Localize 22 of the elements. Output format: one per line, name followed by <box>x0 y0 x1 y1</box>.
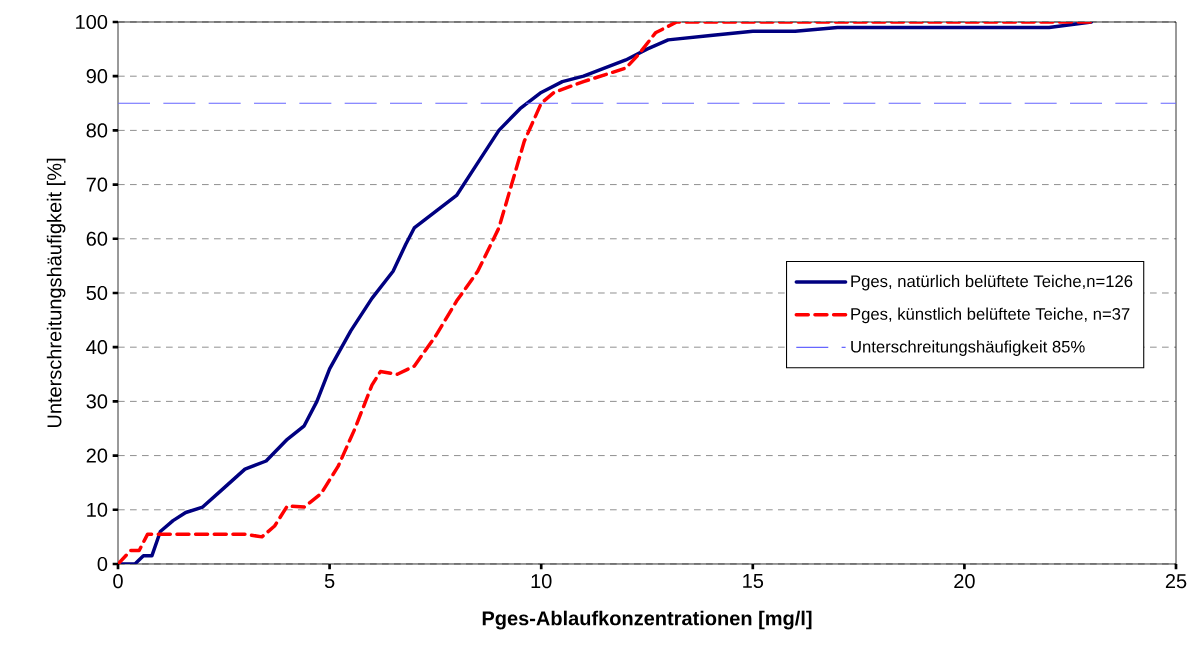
y-tick-label: 90 <box>86 69 108 84</box>
legend-label: Pges, künstlich belüftete Teiche, n=37 <box>851 307 1130 324</box>
x-tick-label: 5 <box>324 574 335 588</box>
y-tick-label: 60 <box>86 231 108 246</box>
y-tick-label: 100 <box>76 14 108 30</box>
y-tick-label: 10 <box>87 502 108 517</box>
y-tick-label: 40 <box>86 340 108 355</box>
legend-label: Pges, natürlich belüftete Teiche,n=126 <box>851 274 1133 291</box>
y-tick-label: 70 <box>86 177 108 192</box>
y-axis-title: Unterschreitungshäufigkeit [%] <box>46 158 66 428</box>
y-tick-label: 80 <box>86 123 108 138</box>
x-tick-label: 20 <box>954 574 975 589</box>
x-tick-label: 0 <box>113 574 123 589</box>
legend-label: Unterschreitungshäufigkeit 85% <box>851 340 1085 356</box>
x-axis-title: Pges-Ablaufkonzentrationen [mg/l] <box>482 610 812 630</box>
y-tick-label: 50 <box>86 285 108 301</box>
y-tick-label: 0 <box>97 556 108 572</box>
x-tick-label: 10 <box>531 574 552 589</box>
x-tick-label: 15 <box>743 574 764 588</box>
y-tick-label: 20 <box>86 448 108 463</box>
y-tick-label: 30 <box>86 394 108 409</box>
x-tick-label: 25 <box>1165 574 1187 589</box>
